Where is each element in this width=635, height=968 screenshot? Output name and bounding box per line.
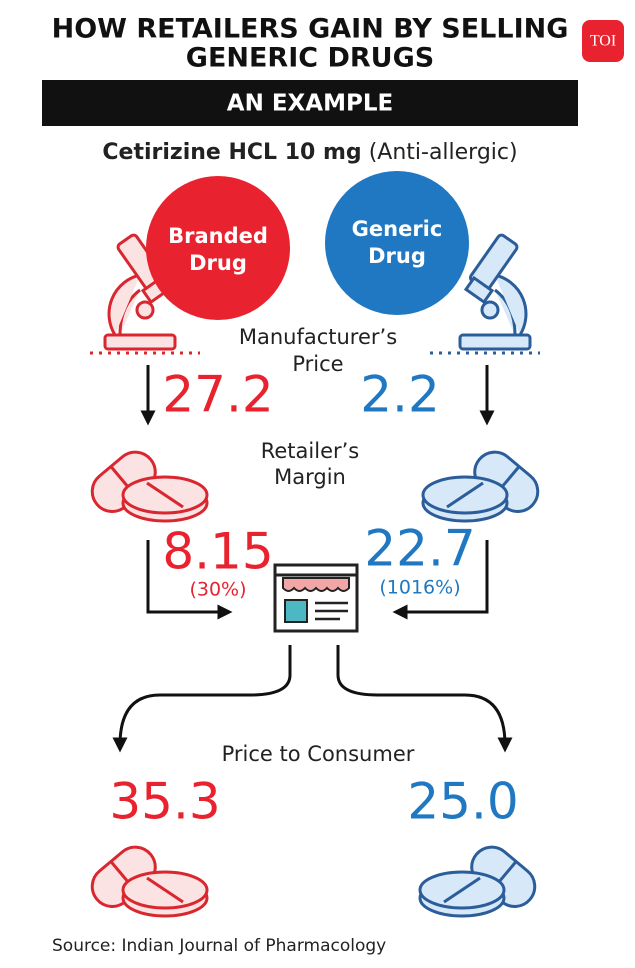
retailer-margin: 8.15 [162,523,273,581]
logo: TOI [590,33,616,50]
row-label: Retailer’s [261,439,360,463]
row-label: Margin [274,465,346,489]
arrow [336,645,513,753]
pill-icon-part [421,442,548,523]
row-label: Price to Consumer [222,742,415,766]
banner [42,80,578,126]
store-icon-part [284,599,308,623]
generic-circle [325,171,469,315]
branded-label: Drug [189,251,247,275]
arrow [112,645,292,753]
row-label: Manufacturer’s [239,325,397,349]
drug-name: Cetirizine HCL 10 mg (Anti-allergic) [102,140,517,165]
drug-class: (Anti-allergic) [369,140,518,165]
title-line-2: GENERIC DRUGS [186,43,434,74]
arrow [146,540,233,620]
banner-text: AN EXAMPLE [227,91,393,117]
branded-circle [146,176,290,320]
pill-icon-part [82,442,209,523]
pill-icon-part [82,837,209,918]
pill-icon [82,837,209,918]
margin-percent: (1016%) [379,577,460,599]
source: Source: Indian Journal of Pharmacology [52,936,386,956]
microscope-icon-part [458,232,532,351]
drug: Cetirizine HCL 10 mg [102,140,361,165]
pill-icon [82,442,209,523]
branded-label: Branded [168,224,268,248]
pill-icon-part [418,837,545,918]
pill-icon [418,837,545,918]
title-line-1: HOW RETAILERS GAIN BY SELLING [52,14,569,45]
generic-label: Generic [352,217,443,241]
retailer-margin: 22.7 [364,520,475,578]
manufacturer-price: 2.2 [360,366,440,424]
row-label: Price [292,352,343,376]
consumer-price: 25.0 [407,773,518,831]
logo-box [582,20,624,62]
label-bg [232,322,404,382]
store-icon-part [282,577,350,592]
pill-icon [421,442,548,523]
arrow [392,540,489,620]
consumer-price: 35.3 [109,773,220,831]
margin-percent: (30%) [189,579,246,601]
store-icon [273,563,359,633]
generic-label: Drug [368,244,426,268]
microscope-icon [458,232,532,351]
manufacturer-price: 27.2 [162,366,273,424]
